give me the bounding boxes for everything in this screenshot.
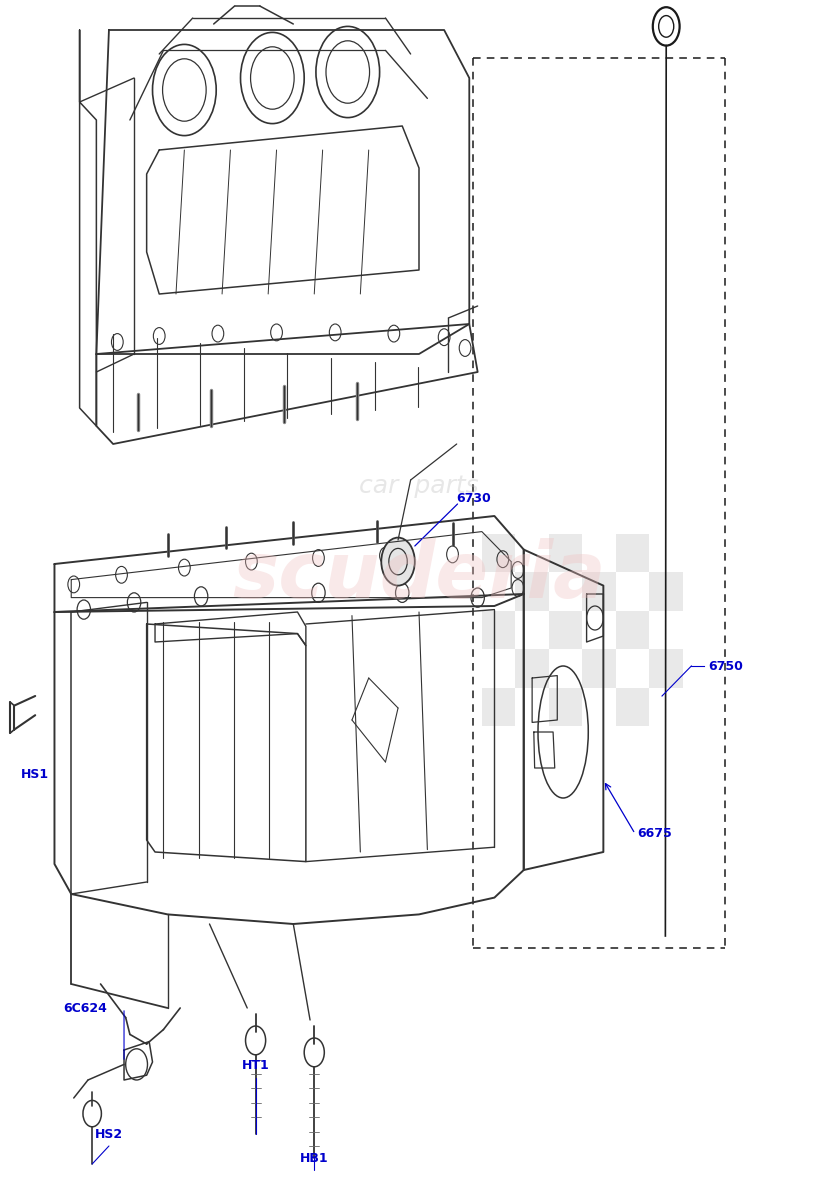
Bar — [549, 611, 582, 649]
Text: 6750: 6750 — [708, 660, 743, 672]
Text: 6C624: 6C624 — [63, 1002, 106, 1014]
Circle shape — [312, 583, 325, 602]
Circle shape — [396, 583, 409, 602]
Bar — [482, 688, 515, 726]
Bar — [616, 534, 649, 572]
Bar — [582, 649, 616, 688]
Text: 6730: 6730 — [457, 492, 491, 504]
Text: HT1: HT1 — [241, 1060, 270, 1072]
Circle shape — [471, 588, 484, 607]
Bar — [649, 649, 683, 688]
Bar — [616, 611, 649, 649]
Bar — [582, 572, 616, 611]
Text: HB1: HB1 — [300, 1152, 328, 1164]
Circle shape — [381, 538, 415, 586]
Circle shape — [194, 587, 208, 606]
Circle shape — [127, 593, 141, 612]
Text: car  parts: car parts — [360, 474, 478, 498]
Bar — [616, 688, 649, 726]
Circle shape — [126, 1049, 147, 1080]
Text: HS1: HS1 — [21, 768, 49, 780]
Bar — [515, 649, 549, 688]
Text: 6675: 6675 — [637, 828, 671, 840]
Bar — [482, 611, 515, 649]
Bar — [649, 572, 683, 611]
Bar — [482, 534, 515, 572]
Text: scuderia: scuderia — [232, 538, 606, 614]
Bar — [549, 534, 582, 572]
Bar — [549, 688, 582, 726]
Bar — [515, 572, 549, 611]
Text: HS2: HS2 — [95, 1128, 123, 1140]
Circle shape — [77, 600, 91, 619]
